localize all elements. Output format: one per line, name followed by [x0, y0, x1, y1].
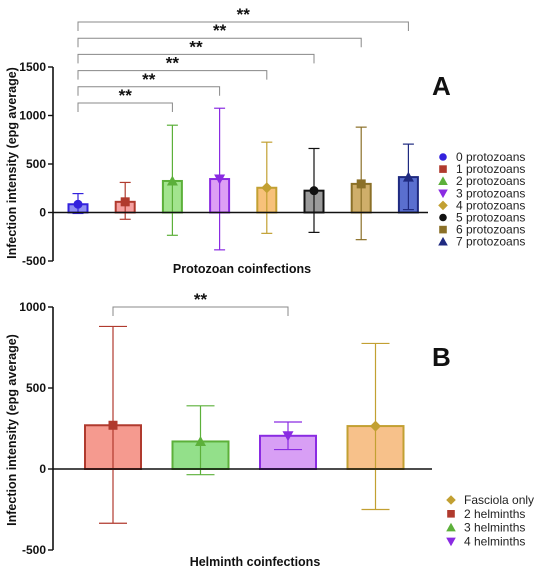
panel-a-legend-label: 0 protozoans	[456, 150, 525, 164]
panel-b-significance-label: **	[194, 290, 208, 309]
panel-a-y-tick-label: 1000	[19, 109, 46, 123]
panel-b: ** -500 0 500 1000 Infection intensity (epg…	[5, 290, 534, 569]
panel-a-mean-marker	[356, 179, 366, 189]
panel-a-legend-marker	[438, 200, 448, 211]
panel-a-bars	[67, 107, 419, 251]
panel-a-legend-label: 4 protozoans	[456, 198, 525, 212]
panel-b-y-ticks: -500 0 500 1000	[19, 300, 53, 557]
panel-a-x-axis-title: Protozoan coinfections	[173, 262, 311, 276]
panel-a-y-ticks: -500 0 500 1000 1500	[19, 60, 53, 268]
panel-b-y-tick-label: 500	[26, 381, 46, 395]
panel-b-y-tick-label: -500	[22, 543, 46, 557]
panel-a-y-tick-label: 500	[26, 157, 46, 171]
panel-b-significance: **	[112, 290, 289, 316]
panel-b-legend-marker	[446, 537, 456, 547]
panel-a-significance-label: **	[189, 37, 203, 56]
panel-a-significance-bracket	[77, 21, 409, 31]
panel-a-mean-marker	[73, 199, 83, 209]
panel-a-significance-bracket	[77, 70, 268, 80]
panel-a-mean-marker	[120, 197, 130, 207]
panel-a-legend-label: 5 protozoans	[456, 211, 525, 225]
panel-a-mean-marker	[402, 171, 414, 182]
panel-a-significance: ** ** ** ** ** **	[77, 5, 409, 112]
panel-a-legend-label: 3 protozoans	[456, 186, 525, 200]
panel-b-y-axis-title: Infection intensity (epg average)	[5, 334, 19, 526]
panel-a-mean-marker	[214, 174, 226, 185]
panel-a-legend-label: 6 protozoans	[456, 223, 525, 237]
panel-a-legend-marker	[439, 165, 447, 173]
panel-a-significance-bracket	[77, 53, 315, 64]
panel-a-significance-bracket	[77, 102, 173, 112]
panel-a-legend-marker	[439, 213, 447, 222]
panel-b-y-tick-label: 0	[39, 462, 46, 476]
panel-a-y-tick-label: 0	[39, 206, 46, 220]
panel-a-legend-marker	[438, 176, 448, 185]
panel-b-axes	[52, 307, 432, 550]
panel-a-legend-label: 1 protozoans	[456, 162, 525, 176]
panel-a-significance-label: **	[166, 54, 180, 73]
panel-a-axes	[52, 67, 428, 261]
panel-a-significance-label: **	[119, 86, 133, 105]
panel-a-mean-marker	[309, 186, 319, 196]
panel-a-legend-marker	[439, 153, 447, 161]
panel-b-y-tick-label: 1000	[19, 300, 46, 314]
panel-a-legend-marker	[439, 225, 447, 234]
panel-b-legend-label: 2 helminths	[464, 507, 525, 521]
panel-b-mean-marker	[195, 435, 206, 446]
panel-a-significance-label: **	[142, 70, 156, 89]
panel-b-legend-marker	[446, 495, 456, 505]
panel-a-y-tick-label: -500	[22, 254, 46, 268]
panel-a: ** ** ** ** ** ** -500 0 500 1000 1500 Infection …	[5, 5, 525, 276]
panel-a-legend-marker	[438, 236, 448, 246]
panel-b-legend-label: 3 helminths	[464, 521, 525, 535]
panel-a-legend-marker	[438, 189, 448, 199]
panel-a-significance-label: **	[213, 21, 227, 40]
panel-b-bars	[84, 325, 405, 524]
panel-a-legend-label: 2 protozoans	[456, 174, 525, 188]
panel-a-mean-marker	[261, 182, 273, 194]
panel-b-significance-bracket	[112, 306, 289, 316]
panel-b-mean-marker	[370, 420, 381, 432]
panel-b-legend-label: Fasciola only	[464, 493, 534, 507]
panel-a-legend-label: 7 protozoans	[456, 235, 525, 249]
panel-a-significance-label: **	[237, 5, 251, 24]
panel-b-legend-label: 4 helminths	[464, 534, 525, 548]
panel-a-y-tick-label: 1500	[19, 60, 46, 74]
panel-a-label: A	[432, 71, 451, 101]
panel-a-significance-bracket	[77, 37, 362, 48]
panel-b-mean-marker	[282, 431, 294, 442]
panel-a-mean-marker	[166, 175, 178, 186]
panel-b-label: B	[432, 342, 451, 372]
panel-a-significance-bracket	[77, 86, 221, 96]
panel-b-x-axis-title: Helminth coinfections	[190, 555, 321, 569]
panel-b-mean-marker	[108, 420, 118, 430]
panel-b-legend-marker	[446, 522, 456, 532]
panel-a-y-axis-title: Infection intensity (epg average)	[5, 67, 19, 259]
panel-b-legend-marker	[447, 510, 455, 518]
